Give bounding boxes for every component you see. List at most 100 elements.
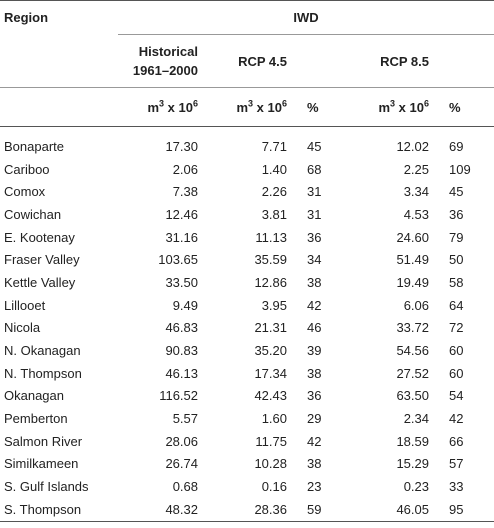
rcp85-percent: 50: [449, 252, 464, 268]
pct-header-rcp45: %: [287, 87, 345, 127]
rcp85-percent: 66: [449, 433, 464, 449]
table-row: Pemberton 5.57 1.60 29 2.34 42: [0, 407, 494, 430]
region-cell: Nicola: [4, 320, 41, 336]
historical-value: 116.52: [159, 388, 198, 404]
rcp45-value: 1.40: [261, 161, 287, 177]
rcp45-percent: 23: [307, 479, 322, 495]
region-cell: Pemberton: [4, 411, 68, 427]
rcp85-percent: 79: [449, 229, 464, 245]
historical-value: 7.38: [172, 184, 198, 200]
rcp45-percent: 29: [307, 411, 322, 427]
region-cell: N. Okanagan: [4, 343, 81, 359]
region-cell: Comox: [4, 184, 46, 200]
rcp85-value: 2.25: [403, 161, 429, 177]
rcp45-value: 11.75: [255, 433, 287, 449]
rcp85-value: 15.29: [396, 456, 429, 472]
historical-value: 103.65: [158, 252, 198, 268]
region-cell: S. Gulf Islands: [4, 479, 89, 495]
rcp85-percent: 42: [449, 411, 464, 427]
historical-value: 46.13: [165, 365, 198, 381]
historical-value: 31.16: [165, 229, 198, 245]
rcp85-value: 3.34: [403, 184, 429, 200]
region-cell: Cowichan: [4, 206, 62, 222]
rcp45-value: 17.34: [254, 365, 287, 381]
historical-value: 33.50: [165, 274, 198, 290]
rcp85-value: 33.72: [396, 320, 429, 336]
rcp45-percent: 38: [307, 456, 322, 472]
rcp45-percent: 36: [307, 229, 322, 245]
historical-value: 0.68: [172, 479, 198, 495]
table-row: Okanagan 116.52 42.43 36 63.50 54: [0, 385, 494, 408]
rcp85-value: 12.02: [396, 138, 429, 154]
rcp85-percent: 57: [449, 456, 464, 472]
rcp45-percent: 46: [307, 320, 322, 336]
historical-value: 26.74: [165, 456, 198, 472]
region-cell: N. Thompson: [4, 365, 82, 381]
region-cell: S. Thompson: [0, 498, 118, 522]
region-cell: Lillooet: [4, 297, 46, 313]
rcp85-percent: 64: [449, 297, 464, 313]
rcp85-percent: 36: [449, 206, 464, 222]
rcp85-value: 51.49: [396, 252, 429, 268]
rcp85-value: 24.60: [396, 229, 429, 245]
region-cell: Kettle Valley: [4, 274, 76, 290]
historical-line1: Historical: [138, 44, 198, 59]
table-row: E. Kootenay 31.16 11.13 36 24.60 79: [0, 226, 494, 249]
table-row: Salmon River 28.06 11.75 42 18.59 66: [0, 430, 494, 453]
table-row: S. Thompson 48.32 28.36 59 46.05 95: [0, 498, 494, 522]
rcp45-value: 0.16: [261, 479, 287, 495]
table-row: Nicola 46.83 21.31 46 33.72 72: [0, 317, 494, 340]
historical-value: 46.83: [165, 320, 198, 336]
historical-value: 28.06: [165, 433, 198, 449]
rcp45-percent: 45: [307, 138, 322, 154]
rcp45-value: 3.95: [261, 297, 287, 313]
rcp85-value: 18.59: [396, 433, 429, 449]
rcp85-value: 2.34: [403, 411, 429, 427]
rcp45-value: 42.43: [254, 388, 287, 404]
region-header: Region: [0, 0, 118, 35]
rcp45-percent: 59: [287, 498, 345, 522]
rcp45-value: 21.31: [254, 320, 287, 336]
rcp85-value: 6.06: [403, 297, 429, 313]
table-row: S. Gulf Islands 0.68 0.16 23 0.23 33: [0, 475, 494, 498]
table-row: N. Okanagan 90.83 35.20 39 54.56 60: [0, 339, 494, 362]
historical-value: 2.06: [172, 161, 198, 177]
rcp85-percent: 60: [449, 365, 464, 381]
rcp85-value: 4.53: [403, 206, 429, 222]
rcp45-percent: 31: [307, 206, 322, 222]
rcp45-value: 35.20: [254, 343, 287, 359]
rcp85-value: 63.50: [396, 388, 429, 404]
table-row: Bonaparte 17.30 7.71 45 12.02 69: [0, 135, 494, 158]
rcp45-value: 12.86: [254, 274, 287, 290]
rcp45-percent: 42: [307, 433, 322, 449]
table-body: Bonaparte 17.30 7.71 45 12.02 69 Cariboo 2.06 1.…: [0, 135, 494, 522]
historical-value: 48.32: [118, 498, 198, 522]
unit-header-rcp45: m3 x 106: [198, 87, 287, 127]
table-row: Comox 7.38 2.26 31 3.34 45: [0, 180, 494, 203]
rcp45-value: 1.60: [261, 411, 287, 427]
region-cell: Similkameen: [4, 456, 79, 472]
rcp45-value: 28.36: [198, 498, 287, 522]
region-cell: Fraser Valley: [4, 252, 80, 268]
rcp45-percent: 36: [307, 388, 322, 404]
region-cell: Okanagan: [4, 388, 64, 404]
rcp85-percent: 69: [449, 138, 464, 154]
rcp45-value: 10.28: [254, 456, 287, 472]
rcp85-value: 0.23: [403, 479, 429, 495]
region-cell: Cariboo: [4, 161, 50, 177]
rcp85-value: 46.05: [345, 498, 429, 522]
rcp45-value: 2.26: [261, 184, 287, 200]
table-row: Fraser Valley 103.65 35.59 34 51.49 50: [0, 248, 494, 271]
table-row: Cowichan 12.46 3.81 31 4.53 36: [0, 203, 494, 226]
rcp85-value: 54.56: [396, 343, 429, 359]
rcp45-value: 3.81: [261, 206, 287, 222]
rcp85-percent: 72: [449, 320, 464, 336]
rcp45-percent: 38: [307, 274, 322, 290]
rcp45-percent: 38: [307, 365, 322, 381]
rcp85-percent: 58: [449, 274, 464, 290]
rcp45-percent: 42: [307, 297, 322, 313]
historical-line2: 1961–2000: [132, 63, 198, 78]
rcp85-header: RCP 8.5: [380, 53, 429, 69]
region-cell: E. Kootenay: [4, 229, 75, 245]
